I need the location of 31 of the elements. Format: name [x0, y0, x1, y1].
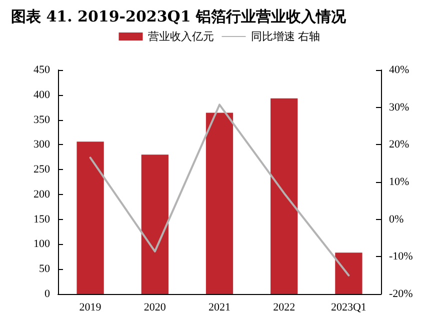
bar — [206, 112, 234, 294]
y2-tick-label: -20% — [389, 288, 413, 300]
x-tick-label: 2021 — [208, 302, 230, 314]
x-tick-label: 2019 — [79, 302, 102, 314]
y-tick-label: 450 — [34, 64, 50, 76]
legend-label: 营业收入亿元 — [148, 30, 214, 43]
bar — [335, 252, 362, 294]
x-tick-label: 2023Q1 — [330, 302, 366, 314]
bar — [141, 154, 168, 294]
y2-tick-label: 10% — [389, 176, 410, 188]
x-tick-label: 2020 — [144, 302, 166, 314]
y-tick-label: 300 — [34, 138, 50, 151]
line-series — [89, 104, 350, 276]
y-tick-label: 350 — [34, 114, 50, 126]
y-tick-label: 200 — [34, 188, 50, 200]
bar — [270, 98, 298, 294]
y-tick-label: 100 — [34, 238, 50, 250]
bar — [76, 142, 104, 294]
y2-tick-label: 30% — [389, 101, 410, 114]
y-tick-label: 0 — [44, 288, 50, 300]
legend-label: 同比增速 右轴 — [250, 30, 320, 43]
y-tick-label: 250 — [34, 164, 50, 176]
x-tick-label: 2022 — [273, 302, 296, 314]
y2-tick-label: 40% — [389, 64, 410, 76]
y-tick-label: 150 — [34, 213, 50, 226]
y2-tick-label: 0% — [389, 213, 404, 226]
y2-tick-label: -10% — [389, 250, 413, 263]
y-tick-label: 50 — [39, 263, 50, 276]
y-tick-label: 400 — [34, 88, 50, 101]
chart-title: 图表 41. 2019-2023Q1 铝箔行业营业收入情况 — [11, 8, 347, 26]
y2-tick-label: 20% — [389, 138, 410, 151]
